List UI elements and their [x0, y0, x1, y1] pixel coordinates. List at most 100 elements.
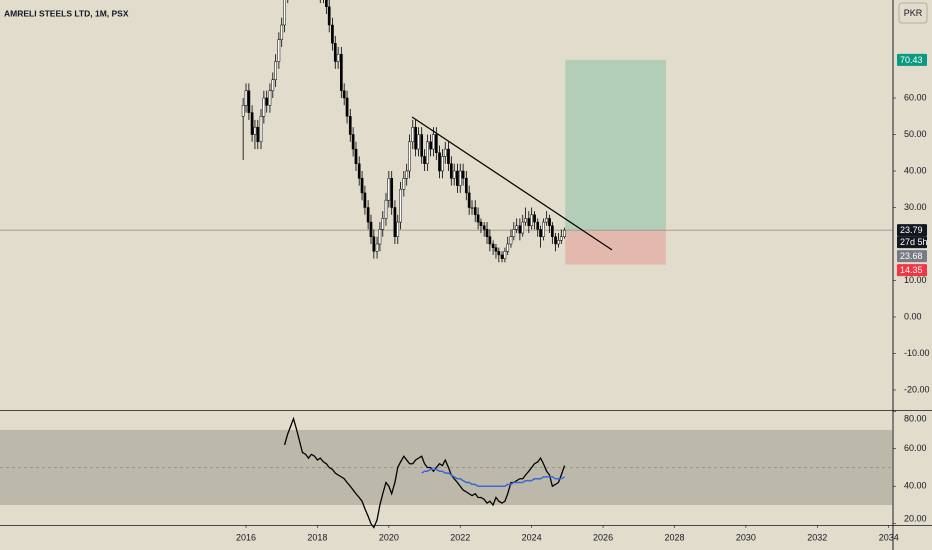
- x-tick-label: 2020: [379, 532, 399, 542]
- candle-body: [345, 97, 349, 117]
- candle-body: [384, 199, 388, 219]
- candle-body: [259, 116, 263, 143]
- candle-body: [434, 134, 438, 154]
- candle-body: [548, 218, 551, 227]
- candle-body: [488, 236, 492, 245]
- candle-body: [366, 207, 370, 223]
- candle-body: [485, 229, 489, 237]
- candle-body: [390, 178, 394, 208]
- y-tick-label: 20.00: [904, 513, 927, 523]
- candle-body: [247, 90, 251, 113]
- candle-body: [521, 221, 525, 234]
- candle-body: [563, 229, 566, 237]
- candle-body: [438, 152, 441, 172]
- candle-body: [423, 156, 426, 164]
- candle-body: [348, 116, 352, 135]
- trendline: [411, 116, 613, 251]
- candle-body: [325, 0, 328, 8]
- target-zone: [565, 59, 666, 231]
- currency-box: [898, 2, 928, 24]
- entry-label-bg: [897, 224, 927, 237]
- candle-body: [420, 134, 424, 157]
- candle-body: [441, 156, 444, 172]
- candle-body: [456, 170, 459, 186]
- x-tick-label: 2026: [593, 532, 613, 542]
- rsi-line: [283, 416, 566, 529]
- candle-body: [479, 221, 483, 227]
- candle-body: [500, 254, 504, 259]
- candle-body: [470, 207, 474, 209]
- candle-body: [473, 207, 477, 216]
- candle-body: [515, 225, 519, 230]
- y-tick-label: 0.00: [904, 311, 922, 321]
- y-tick-label: -10.00: [904, 348, 930, 358]
- rsi-line: [421, 468, 565, 487]
- y-tick-label: 40.00: [904, 481, 927, 491]
- y-tick-label: 10.00: [904, 275, 927, 285]
- last-price-label-bg: [897, 250, 927, 263]
- last-price-label: 23.68: [900, 251, 923, 261]
- candle-body: [250, 112, 254, 135]
- x-tick-label: 2032: [807, 532, 827, 542]
- candle-body: [280, 24, 284, 40]
- candle-body: [363, 192, 367, 208]
- candle-body: [536, 221, 540, 230]
- candle-body: [244, 90, 248, 106]
- candle-body: [449, 163, 453, 179]
- candle-body: [432, 134, 435, 150]
- candle-body: [381, 218, 385, 230]
- candle-body: [396, 221, 400, 237]
- candle-body: [241, 105, 245, 117]
- candle-body: [530, 214, 534, 227]
- y-tick-label: 60.00: [904, 443, 927, 453]
- candle-body: [265, 97, 269, 106]
- chart-title: AMRELI STEELS LTD, 1M, PSX: [4, 8, 129, 18]
- y-tick-label: 80.00: [904, 413, 927, 423]
- candle-body: [333, 43, 337, 62]
- candle-body: [494, 247, 498, 252]
- candle-body: [414, 126, 417, 150]
- candle-body: [447, 148, 450, 164]
- x-tick-label: 2022: [450, 532, 470, 542]
- x-tick-label: 2030: [736, 532, 756, 542]
- x-tick-label: 2016: [236, 532, 256, 542]
- entry-label: 23.79: [900, 225, 923, 235]
- candle-body: [372, 236, 376, 252]
- candle-body: [458, 170, 462, 186]
- candle-body: [369, 221, 373, 237]
- y-tick-label: 50.00: [904, 129, 927, 139]
- candle-body: [464, 178, 468, 194]
- candle-body: [476, 214, 480, 223]
- candle-body: [351, 134, 355, 150]
- x-tick-label: 2018: [307, 532, 327, 542]
- candle-body: [461, 170, 465, 179]
- y-tick-label: -20.00: [904, 384, 930, 394]
- candle-body: [256, 126, 260, 143]
- candle-body: [429, 141, 432, 150]
- target-label-bg: [897, 53, 927, 66]
- candle-body: [274, 61, 277, 81]
- candle-body: [557, 240, 560, 245]
- candle-body: [551, 225, 554, 237]
- candle-body: [268, 90, 272, 106]
- candle-body: [375, 243, 379, 252]
- candle-body: [518, 225, 522, 234]
- x-tick-label: 2028: [664, 532, 684, 542]
- x-tick-label: 2024: [522, 532, 542, 542]
- stop-zone: [565, 230, 666, 265]
- countdown-label: 27d 5h: [900, 237, 928, 247]
- candle-body: [509, 236, 513, 245]
- stop-label-bg: [897, 264, 927, 277]
- candle-body: [512, 229, 516, 237]
- candle-body: [426, 141, 429, 164]
- candle-body: [339, 53, 343, 91]
- candle-body: [387, 178, 391, 201]
- countdown-label-bg: [897, 236, 927, 249]
- candle-body: [378, 229, 382, 245]
- candle-body: [524, 218, 527, 223]
- candle-body: [506, 243, 510, 252]
- target-label: 70.43: [900, 55, 923, 65]
- candle-body: [336, 53, 340, 62]
